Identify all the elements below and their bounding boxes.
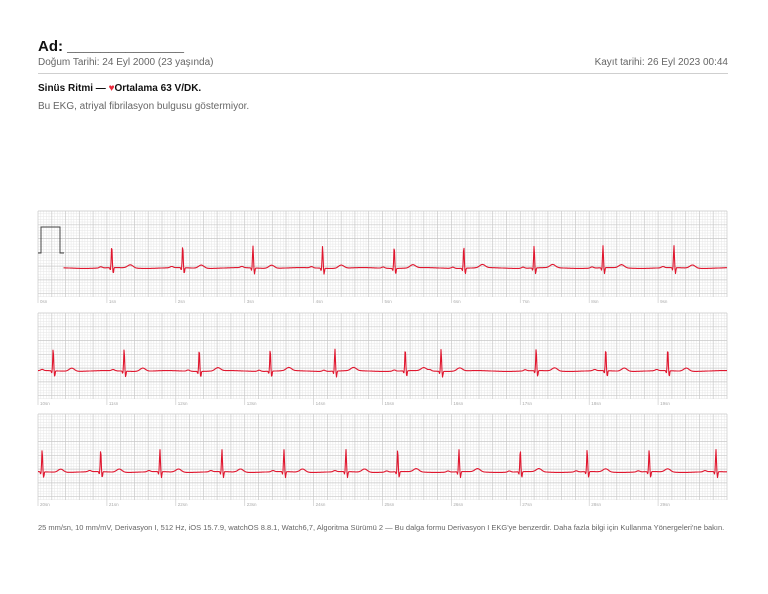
second-label: 14sn: [316, 401, 326, 406]
patient-name: Ad: ______________: [38, 38, 184, 55]
divider: [38, 73, 728, 74]
grid-major: [37, 413, 728, 500]
second-label: 22sn: [178, 502, 188, 507]
second-label: 15sn: [385, 401, 395, 406]
second-label: 1sn: [109, 299, 117, 304]
footer-note: 25 mm/sn, 10 mm/mV, Derivasyon I, 512 Hz…: [38, 523, 725, 532]
second-label: 4sn: [316, 299, 324, 304]
second-label: 7sn: [522, 299, 530, 304]
rhythm-summary: Sinüs Ritmi — ♥Ortalama 63 V/DK.: [38, 83, 201, 94]
second-label: 0sn: [40, 299, 48, 304]
second-label: 12sn: [178, 401, 188, 406]
second-label: 20sn: [40, 502, 50, 507]
second-label: 6sn: [453, 299, 461, 304]
second-label: 2sn: [178, 299, 186, 304]
second-label: 28sn: [591, 502, 601, 507]
second-label: 23sn: [247, 502, 257, 507]
second-label: 18sn: [591, 401, 601, 406]
second-label: 26sn: [453, 502, 463, 507]
second-label: 27sn: [522, 502, 532, 507]
ecg-trace: [37, 449, 728, 479]
grid-major: [37, 210, 728, 297]
second-label: 21sn: [109, 502, 119, 507]
second-label: 8sn: [591, 299, 599, 304]
calibration-pulse: [38, 226, 64, 254]
second-label: 13sn: [247, 401, 257, 406]
ecg-trace: [37, 348, 728, 378]
second-label: 10sn: [40, 401, 50, 406]
birth-date: Doğum Tarihi: 24 Eyl 2000 (23 yaşında): [38, 57, 214, 68]
second-label: 25sn: [385, 502, 395, 507]
second-label: 5sn: [385, 299, 393, 304]
heart-icon: ♥: [108, 83, 115, 94]
recorded-date: Kayıt tarihi: 26 Eyl 2023 00:44: [594, 57, 728, 68]
second-label: 24sn: [316, 502, 326, 507]
second-label: 19sn: [660, 401, 670, 406]
second-label: 11sn: [109, 401, 119, 406]
second-label: 17sn: [522, 401, 532, 406]
rhythm-label: Sinüs Ritmi —: [38, 83, 109, 94]
classification-description: Bu EKG, atriyal fibrilasyon bulgusu göst…: [38, 101, 250, 112]
ecg-trace: [63, 245, 728, 275]
grid-major: [37, 312, 728, 399]
average-bpm: Ortalama 63 V/DK.: [114, 83, 202, 94]
second-label: 9sn: [660, 299, 668, 304]
second-label: 29sn: [660, 502, 670, 507]
second-label: 3sn: [247, 299, 255, 304]
second-label: 16sn: [453, 401, 463, 406]
